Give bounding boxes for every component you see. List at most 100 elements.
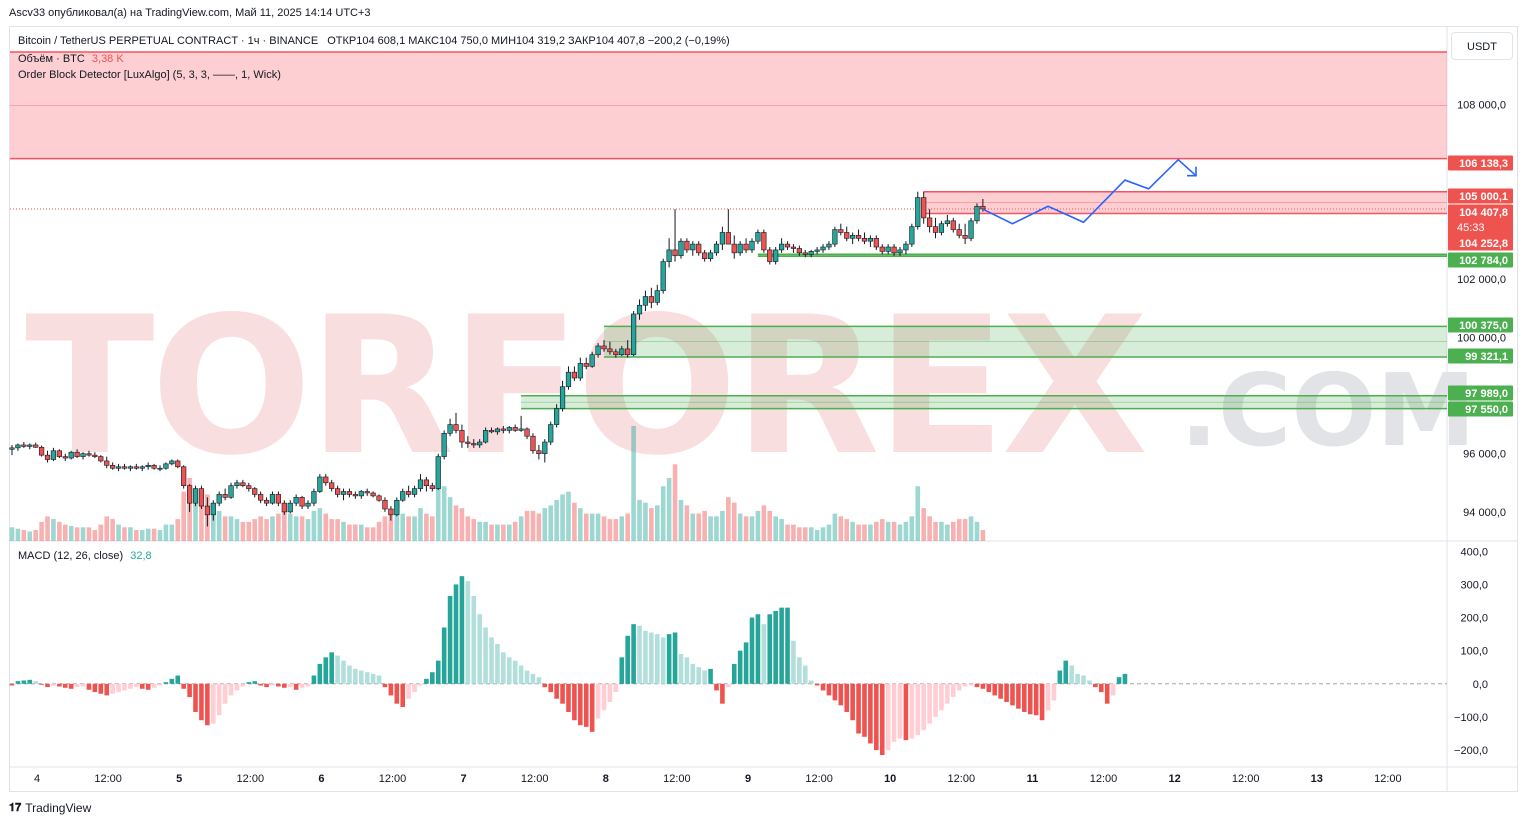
indicator-legend[interactable]: Order Block Detector [LuxAlgo] (5, 3, 3,… <box>18 69 281 81</box>
candle-body <box>352 494 358 497</box>
candle-body <box>909 226 915 245</box>
macd-bar <box>921 683 926 731</box>
volume-label: Объём · BTC <box>18 53 85 65</box>
macd-bar <box>1081 675 1086 684</box>
macd-bar <box>287 683 293 688</box>
volume-bar <box>51 519 56 541</box>
price-tag-label: 106 138,3 <box>1459 158 1508 170</box>
candle-body <box>660 261 666 291</box>
macd-bar <box>1022 683 1027 712</box>
candle-body <box>169 460 175 465</box>
macd-bar <box>962 683 968 687</box>
candle-body <box>678 240 684 257</box>
macd-tick-label: 100,0 <box>1460 646 1488 658</box>
macd-bar <box>720 683 725 704</box>
candle-body <box>808 251 814 255</box>
volume-bar <box>459 508 465 541</box>
candle-body <box>571 371 577 379</box>
candle-body <box>62 456 68 459</box>
volume-bar <box>578 508 583 541</box>
volume-bar <box>956 519 962 541</box>
macd-bar <box>684 657 690 684</box>
macd-bar <box>945 683 950 704</box>
volume-bar <box>583 513 589 541</box>
macd-bar <box>222 683 228 704</box>
candle-body <box>565 371 572 388</box>
macd-bar <box>1093 683 1098 688</box>
macd-bar <box>193 683 198 712</box>
price-tick-label: 100 000,0 <box>1457 332 1506 344</box>
footer-brand[interactable]: 𝟏𝟕 TradingView <box>9 801 91 815</box>
volume-bar <box>453 505 459 541</box>
candle-body <box>240 482 246 486</box>
time-tick-label: 12:00 <box>94 773 122 785</box>
candle-body <box>867 237 873 242</box>
price-tag-label: 100 375,0 <box>1459 320 1508 332</box>
macd-legend[interactable]: MACD (12, 26, close) 32,8 <box>18 550 152 562</box>
volume-bar <box>939 521 944 541</box>
candle-body <box>506 427 512 431</box>
candle-body <box>518 428 524 431</box>
candle-body <box>181 466 187 486</box>
currency-button[interactable]: USDT <box>1451 32 1513 60</box>
macd-bar <box>175 675 181 684</box>
volume-bar <box>950 521 956 541</box>
macd-bar <box>974 683 980 688</box>
volume-bar <box>797 527 802 541</box>
volume-bar <box>447 497 453 541</box>
candle-body <box>329 482 335 489</box>
volume-bar <box>595 513 601 541</box>
volume-bar <box>501 524 506 541</box>
volume-bar <box>844 519 850 541</box>
volume-legend[interactable]: Объём · BTC 3,38 K <box>18 53 124 65</box>
macd-bar <box>1110 683 1116 696</box>
volume-bar <box>589 513 595 541</box>
symbol-line[interactable]: Bitcoin / TetherUS PERPETUAL CONTRACT · … <box>18 35 730 47</box>
chart-frame[interactable] <box>9 26 1518 792</box>
candle-body <box>814 249 820 252</box>
macd-bar <box>412 683 417 693</box>
volume-bar <box>737 513 743 541</box>
candle-body <box>453 424 459 431</box>
candle-body <box>477 441 483 446</box>
candle-body <box>139 466 145 469</box>
candle-body <box>56 450 62 457</box>
candle-body <box>855 235 862 239</box>
macd-bar <box>98 683 104 694</box>
macd-bar <box>1063 660 1069 684</box>
volume-bar <box>376 521 382 541</box>
volume-bar <box>897 524 903 541</box>
candle-body <box>222 494 228 498</box>
open-label: ОТКР <box>327 35 357 47</box>
macd-bar <box>897 683 903 739</box>
candle-body <box>844 232 850 239</box>
macd-bar <box>773 610 778 684</box>
macd-bar <box>199 683 204 721</box>
macd-bar <box>933 683 938 717</box>
macd-bar <box>891 683 897 742</box>
macd-bar <box>672 632 678 684</box>
macd-bar <box>234 683 240 691</box>
price-tag-label: 104 407,8 <box>1459 207 1508 219</box>
candle-body <box>630 313 637 356</box>
candle-body <box>554 408 560 425</box>
macd-bar <box>370 673 376 684</box>
volume-bar <box>424 513 429 541</box>
macd-bar <box>879 683 885 756</box>
macd-bar <box>1069 665 1074 684</box>
macd-bar <box>27 679 33 684</box>
candle-body <box>44 454 51 460</box>
volume-bar <box>714 516 719 541</box>
macd-bar <box>453 584 459 684</box>
macd-bar <box>992 683 998 696</box>
candle-body <box>548 424 554 443</box>
volume-bar <box>412 516 417 541</box>
time-tick-label: 12:00 <box>1374 773 1402 785</box>
volume-bar <box>755 510 761 541</box>
macd-bar <box>583 683 589 727</box>
time-tick-label: 7 <box>461 773 467 785</box>
volume-bar <box>98 524 104 541</box>
volume-bar <box>74 527 80 541</box>
candle-body <box>861 237 868 242</box>
